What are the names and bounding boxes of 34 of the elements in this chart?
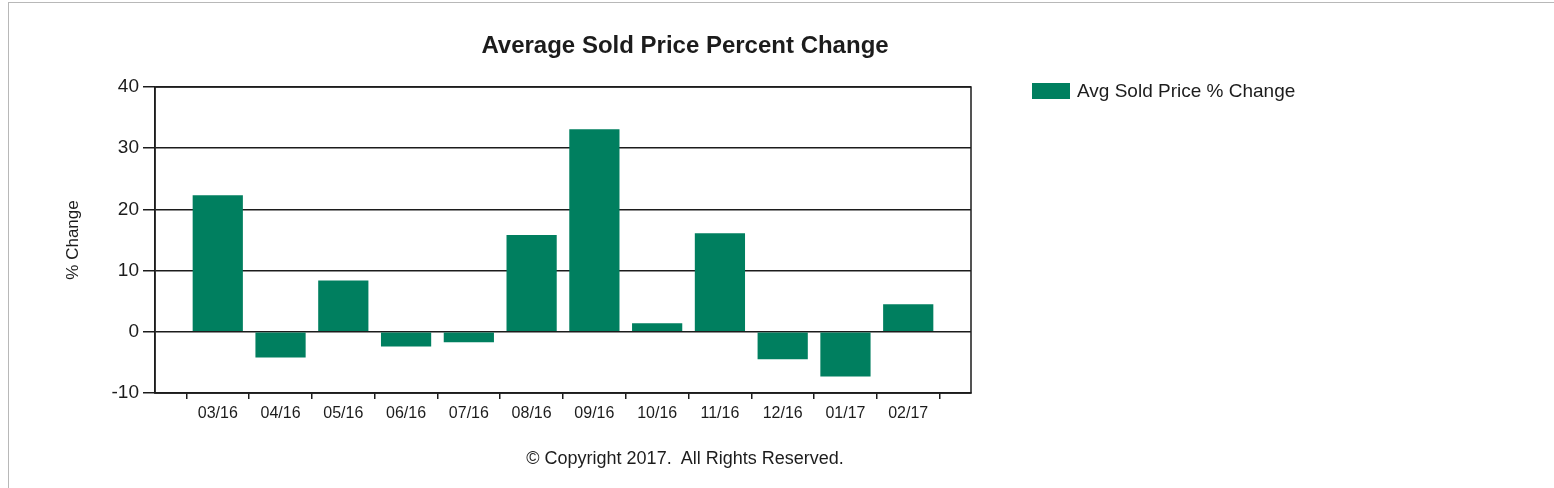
y-tick-label: 10 bbox=[117, 258, 139, 280]
x-tick-label: 01/17 bbox=[825, 404, 866, 422]
x-tick-label: 12/16 bbox=[762, 404, 803, 422]
y-tick-label: 20 bbox=[117, 197, 139, 219]
legend-label: Avg Sold Price % Change bbox=[1077, 80, 1296, 102]
chart-title: Average Sold Price Percent Change bbox=[481, 30, 889, 58]
x-tick-label: 06/16 bbox=[386, 404, 427, 422]
y-tick-label: 40 bbox=[117, 75, 139, 97]
bar bbox=[506, 235, 557, 332]
x-tick-label: 04/16 bbox=[260, 404, 301, 422]
bar bbox=[192, 195, 243, 332]
x-tick-label: 08/16 bbox=[511, 404, 552, 422]
bar bbox=[632, 323, 683, 332]
bar bbox=[380, 332, 432, 347]
x-tick-label: 05/16 bbox=[323, 404, 364, 422]
y-tick-label: 0 bbox=[128, 320, 139, 342]
bar bbox=[820, 332, 871, 377]
x-tick-label: 07/16 bbox=[448, 404, 489, 422]
bar bbox=[255, 332, 306, 358]
x-tick-label: 10/16 bbox=[637, 404, 678, 422]
y-axis-title: % Change bbox=[62, 200, 82, 280]
x-tick-label: 11/16 bbox=[700, 404, 740, 422]
text: © Copyright 2017. All Rights Reserved. bbox=[526, 447, 844, 468]
bar bbox=[883, 304, 934, 332]
bar bbox=[757, 332, 808, 360]
bar bbox=[443, 332, 494, 343]
x-tick-label: 02/17 bbox=[888, 404, 929, 422]
y-tick-label: -10 bbox=[111, 381, 139, 403]
bar bbox=[569, 129, 620, 332]
x-tick-label: 03/16 bbox=[197, 404, 238, 422]
y-tick-label: 30 bbox=[117, 136, 139, 158]
x-tick-label: 09/16 bbox=[574, 404, 615, 422]
bar bbox=[318, 280, 369, 332]
bar bbox=[694, 233, 746, 332]
